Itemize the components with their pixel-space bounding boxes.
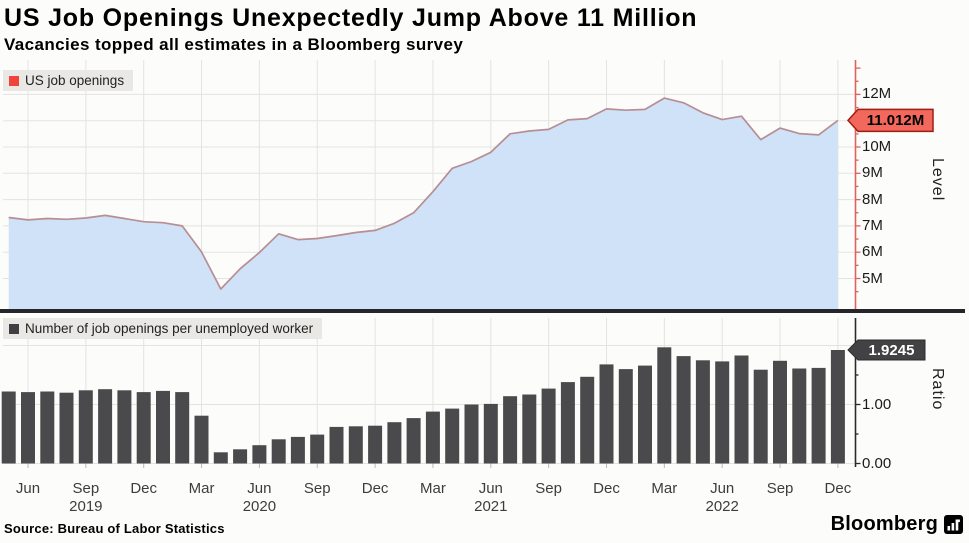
legend-swatch-dark-icon	[9, 323, 19, 334]
month-tick-label: Sep	[303, 480, 331, 497]
legend-openings-per-unemployed-label: Number of job openings per unemployed wo…	[25, 321, 314, 336]
year-label: 2022	[705, 498, 739, 515]
level-axis-tick-label: 9M	[862, 164, 883, 182]
month-tick-label: Mar	[420, 480, 446, 497]
level-axis-tick-label: 12M	[862, 85, 892, 103]
year-label: 2019	[69, 498, 103, 515]
month-tick-label: Jun	[15, 480, 41, 497]
chart-divider	[0, 309, 965, 313]
month-tick-label: Sep	[766, 480, 794, 497]
year-label: 2021	[474, 498, 508, 515]
month-tick-label: Dec	[593, 480, 620, 497]
month-tick-label: Sep	[535, 480, 562, 497]
month-tick-label: Sep	[72, 480, 100, 497]
page-subtitle: Vacancies topped all estimates in a Bloo…	[4, 35, 464, 54]
level-axis-title: Level	[929, 158, 946, 202]
month-tick-label: Jun	[710, 480, 735, 497]
ratio-latest-value-badge: 1.9245	[868, 341, 915, 359]
legend-openings-per-unemployed: Number of job openings per unemployed wo…	[3, 318, 323, 339]
bloomberg-logo-text: Bloomberg	[830, 513, 938, 535]
month-tick-label: Mar	[188, 480, 215, 497]
legend-job-openings-label: US job openings	[25, 73, 125, 88]
ratio-axis-title: Ratio	[929, 368, 946, 411]
month-tick-label: Dec	[361, 480, 389, 497]
month-tick-label: Mar	[651, 480, 678, 497]
level-latest-value-badge: 11.012M	[866, 112, 925, 130]
level-axis-tick-label: 5M	[862, 269, 883, 287]
level-axis-tick-label: 10M	[862, 138, 892, 155]
ratio-axis-tick-label: 1.00	[862, 395, 892, 413]
year-label: 2020	[242, 498, 277, 515]
bloomberg-terminal-icon	[944, 515, 963, 534]
ratio-axis-tick-label: 0.00	[862, 454, 892, 472]
legend-job-openings: US job openings	[3, 70, 134, 91]
month-tick-label: Dec	[130, 480, 158, 497]
level-axis-tick-label: 7M	[862, 216, 883, 234]
month-tick-label: Jun	[247, 480, 272, 497]
month-tick-label: Jun	[478, 480, 503, 497]
level-axis-tick-label: 8M	[862, 190, 883, 208]
source-note: Source: Bureau of Labor Statistics	[4, 521, 225, 536]
month-tick-label: Dec	[824, 480, 852, 497]
legend-swatch-red-icon	[9, 75, 19, 86]
page-title: US Job Openings Unexpectedly Jump Above …	[4, 4, 698, 32]
bloomberg-logo: Bloomberg	[831, 513, 963, 536]
level-axis-tick-label: 6M	[862, 243, 883, 261]
